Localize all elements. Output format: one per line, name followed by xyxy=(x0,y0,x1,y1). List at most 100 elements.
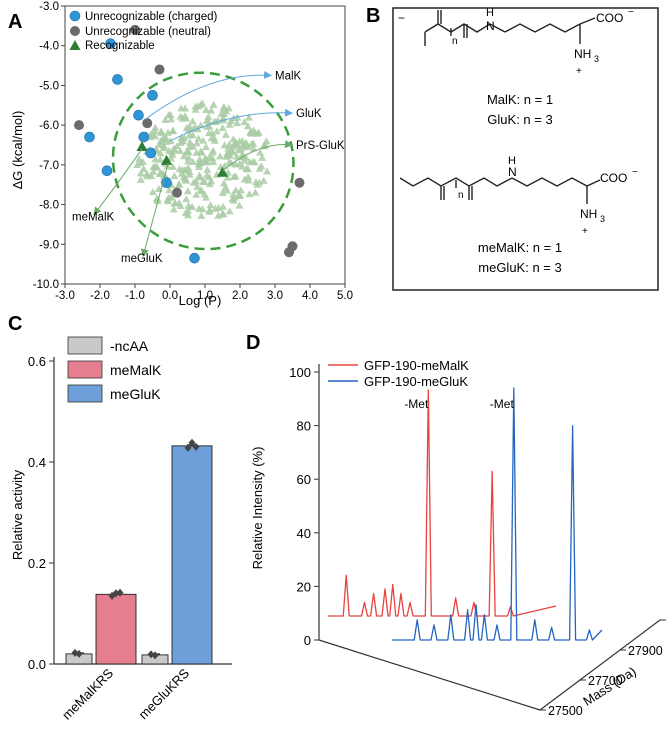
cloud-triangle xyxy=(228,195,237,203)
cloud-triangle xyxy=(210,136,219,144)
cloud-triangle xyxy=(224,104,233,112)
y-tick-label: 40 xyxy=(297,526,311,541)
legend-megluk-label: meGluK xyxy=(110,386,161,402)
structure-2-nh3-sub: 3 xyxy=(600,214,605,224)
cloud-triangle xyxy=(177,104,186,112)
x-tick-label: 2.0 xyxy=(232,290,248,302)
cloud-triangle xyxy=(136,169,145,177)
y-tick-label: 60 xyxy=(297,472,311,487)
bar xyxy=(171,445,213,665)
cloud-triangle xyxy=(262,167,271,175)
panel-c-bars: meMalKRS meGluKRS xyxy=(59,438,213,723)
recognizable-point xyxy=(136,140,148,151)
x-tick-label: 3.0 xyxy=(267,290,283,302)
cloud-triangle xyxy=(236,191,245,199)
panel-a: A ΔG (kcal/mol) Log (P) -3.0 -2.0 -1.0 0.0 1… xyxy=(8,1,353,308)
annotation-arrow xyxy=(93,148,143,216)
cloud-triangle xyxy=(203,165,212,173)
cloud-triangle xyxy=(196,173,205,181)
cloud-triangle xyxy=(260,142,269,150)
structure-2-nh3: NH xyxy=(580,207,597,221)
cloud-triangle xyxy=(166,110,175,118)
cloud-triangle xyxy=(217,109,226,117)
structure-2-nh3-charge: + xyxy=(582,226,588,237)
panel-d-lines: -Met -Met xyxy=(328,387,603,641)
legend-memalk-swatch xyxy=(67,360,103,379)
y-tick-label: -7.0 xyxy=(39,160,59,172)
charged-point xyxy=(133,109,144,121)
cloud-triangle xyxy=(209,157,218,165)
cloud-triangle xyxy=(226,117,235,125)
annotation-arrow xyxy=(222,140,293,172)
structure-charged xyxy=(424,10,596,46)
cloud-triangle xyxy=(156,149,165,157)
charged-point xyxy=(105,38,116,50)
cloud-triangle xyxy=(139,165,148,173)
cloud-triangle xyxy=(178,114,187,122)
cloud-triangle xyxy=(184,157,193,165)
cloud-triangle xyxy=(197,211,206,219)
cloud-triangle xyxy=(224,144,233,152)
panel-a-xlabel: Log (P) xyxy=(179,293,222,308)
cloud-triangle xyxy=(229,172,238,180)
y-tick-label: -4.0 xyxy=(39,41,59,53)
cloud-triangle xyxy=(220,179,229,187)
structure-1-nh3-charge: + xyxy=(576,66,582,77)
annotation-label: GluK xyxy=(296,108,322,120)
panel-a-ylabel: ΔG (kcal/mol) xyxy=(10,111,25,190)
cloud-triangle xyxy=(256,148,265,156)
recognizable-point xyxy=(217,166,228,177)
cloud-triangle xyxy=(258,153,267,161)
cloud-triangle xyxy=(149,167,158,175)
y-tick-label: 0.4 xyxy=(28,455,46,470)
annotation-arrow xyxy=(169,108,293,142)
cloud-triangle xyxy=(242,165,251,173)
panel-a-legend: Unrecognizable (charged) Unrecognizable … xyxy=(69,10,217,52)
cloud-triangle xyxy=(208,129,217,137)
neutral-point xyxy=(172,187,182,198)
cloud-triangle xyxy=(228,146,237,154)
cloud-triangle xyxy=(216,152,225,160)
structure-1-coo-charge: − xyxy=(628,7,634,18)
legend-recognizable-label: Recognizable xyxy=(85,40,155,52)
cloud-triangle xyxy=(203,122,212,130)
structure-2-h: H xyxy=(508,155,516,167)
depth-axis xyxy=(539,619,661,711)
structure-2-coo: COO xyxy=(600,171,627,185)
cloud-triangle xyxy=(218,188,227,196)
panel-c-ylabel: Relative activity xyxy=(10,469,25,560)
cloud-triangle xyxy=(151,132,160,140)
y-tick-label: 0 xyxy=(304,633,311,648)
neutral-point xyxy=(294,177,305,188)
cloud-triangle xyxy=(136,175,145,183)
cloud-triangle xyxy=(205,153,214,161)
panel-a-annotations: MalK GluK PrS-GluK meMalK meGluK xyxy=(72,70,345,265)
cloud-triangle xyxy=(176,202,185,210)
cloud-triangle xyxy=(220,141,229,149)
cloud-triangle xyxy=(202,106,211,114)
y-tick-label: 0.2 xyxy=(28,556,46,571)
cloud-triangle xyxy=(152,194,161,202)
structure-1-line-1: MalK: n = 1 xyxy=(487,92,553,107)
cloud-triangle xyxy=(207,106,216,114)
cloud-triangle xyxy=(244,176,253,184)
cloud-triangle xyxy=(167,154,176,162)
legend-megluk-swatch xyxy=(67,384,103,403)
cloud-triangle xyxy=(214,204,223,212)
structure-methyl xyxy=(399,177,601,204)
cloud-triangle xyxy=(180,152,189,160)
cloud-triangle xyxy=(209,100,218,108)
cloud-triangle xyxy=(262,137,271,145)
replicate-marker xyxy=(112,589,120,598)
panel-label-c: C xyxy=(8,313,22,335)
annotation-label: PrS-GluK xyxy=(296,140,345,152)
charged-point xyxy=(101,165,113,177)
cloud-triangle xyxy=(240,118,249,126)
panel-label-b: B xyxy=(366,5,380,27)
legend-neutral-marker xyxy=(70,26,80,36)
cloud-triangle xyxy=(174,181,183,189)
panel-a-cloud xyxy=(133,99,271,219)
cloud-triangle xyxy=(188,117,197,125)
cloud-triangle xyxy=(195,162,204,170)
cloud-triangle xyxy=(212,127,221,135)
